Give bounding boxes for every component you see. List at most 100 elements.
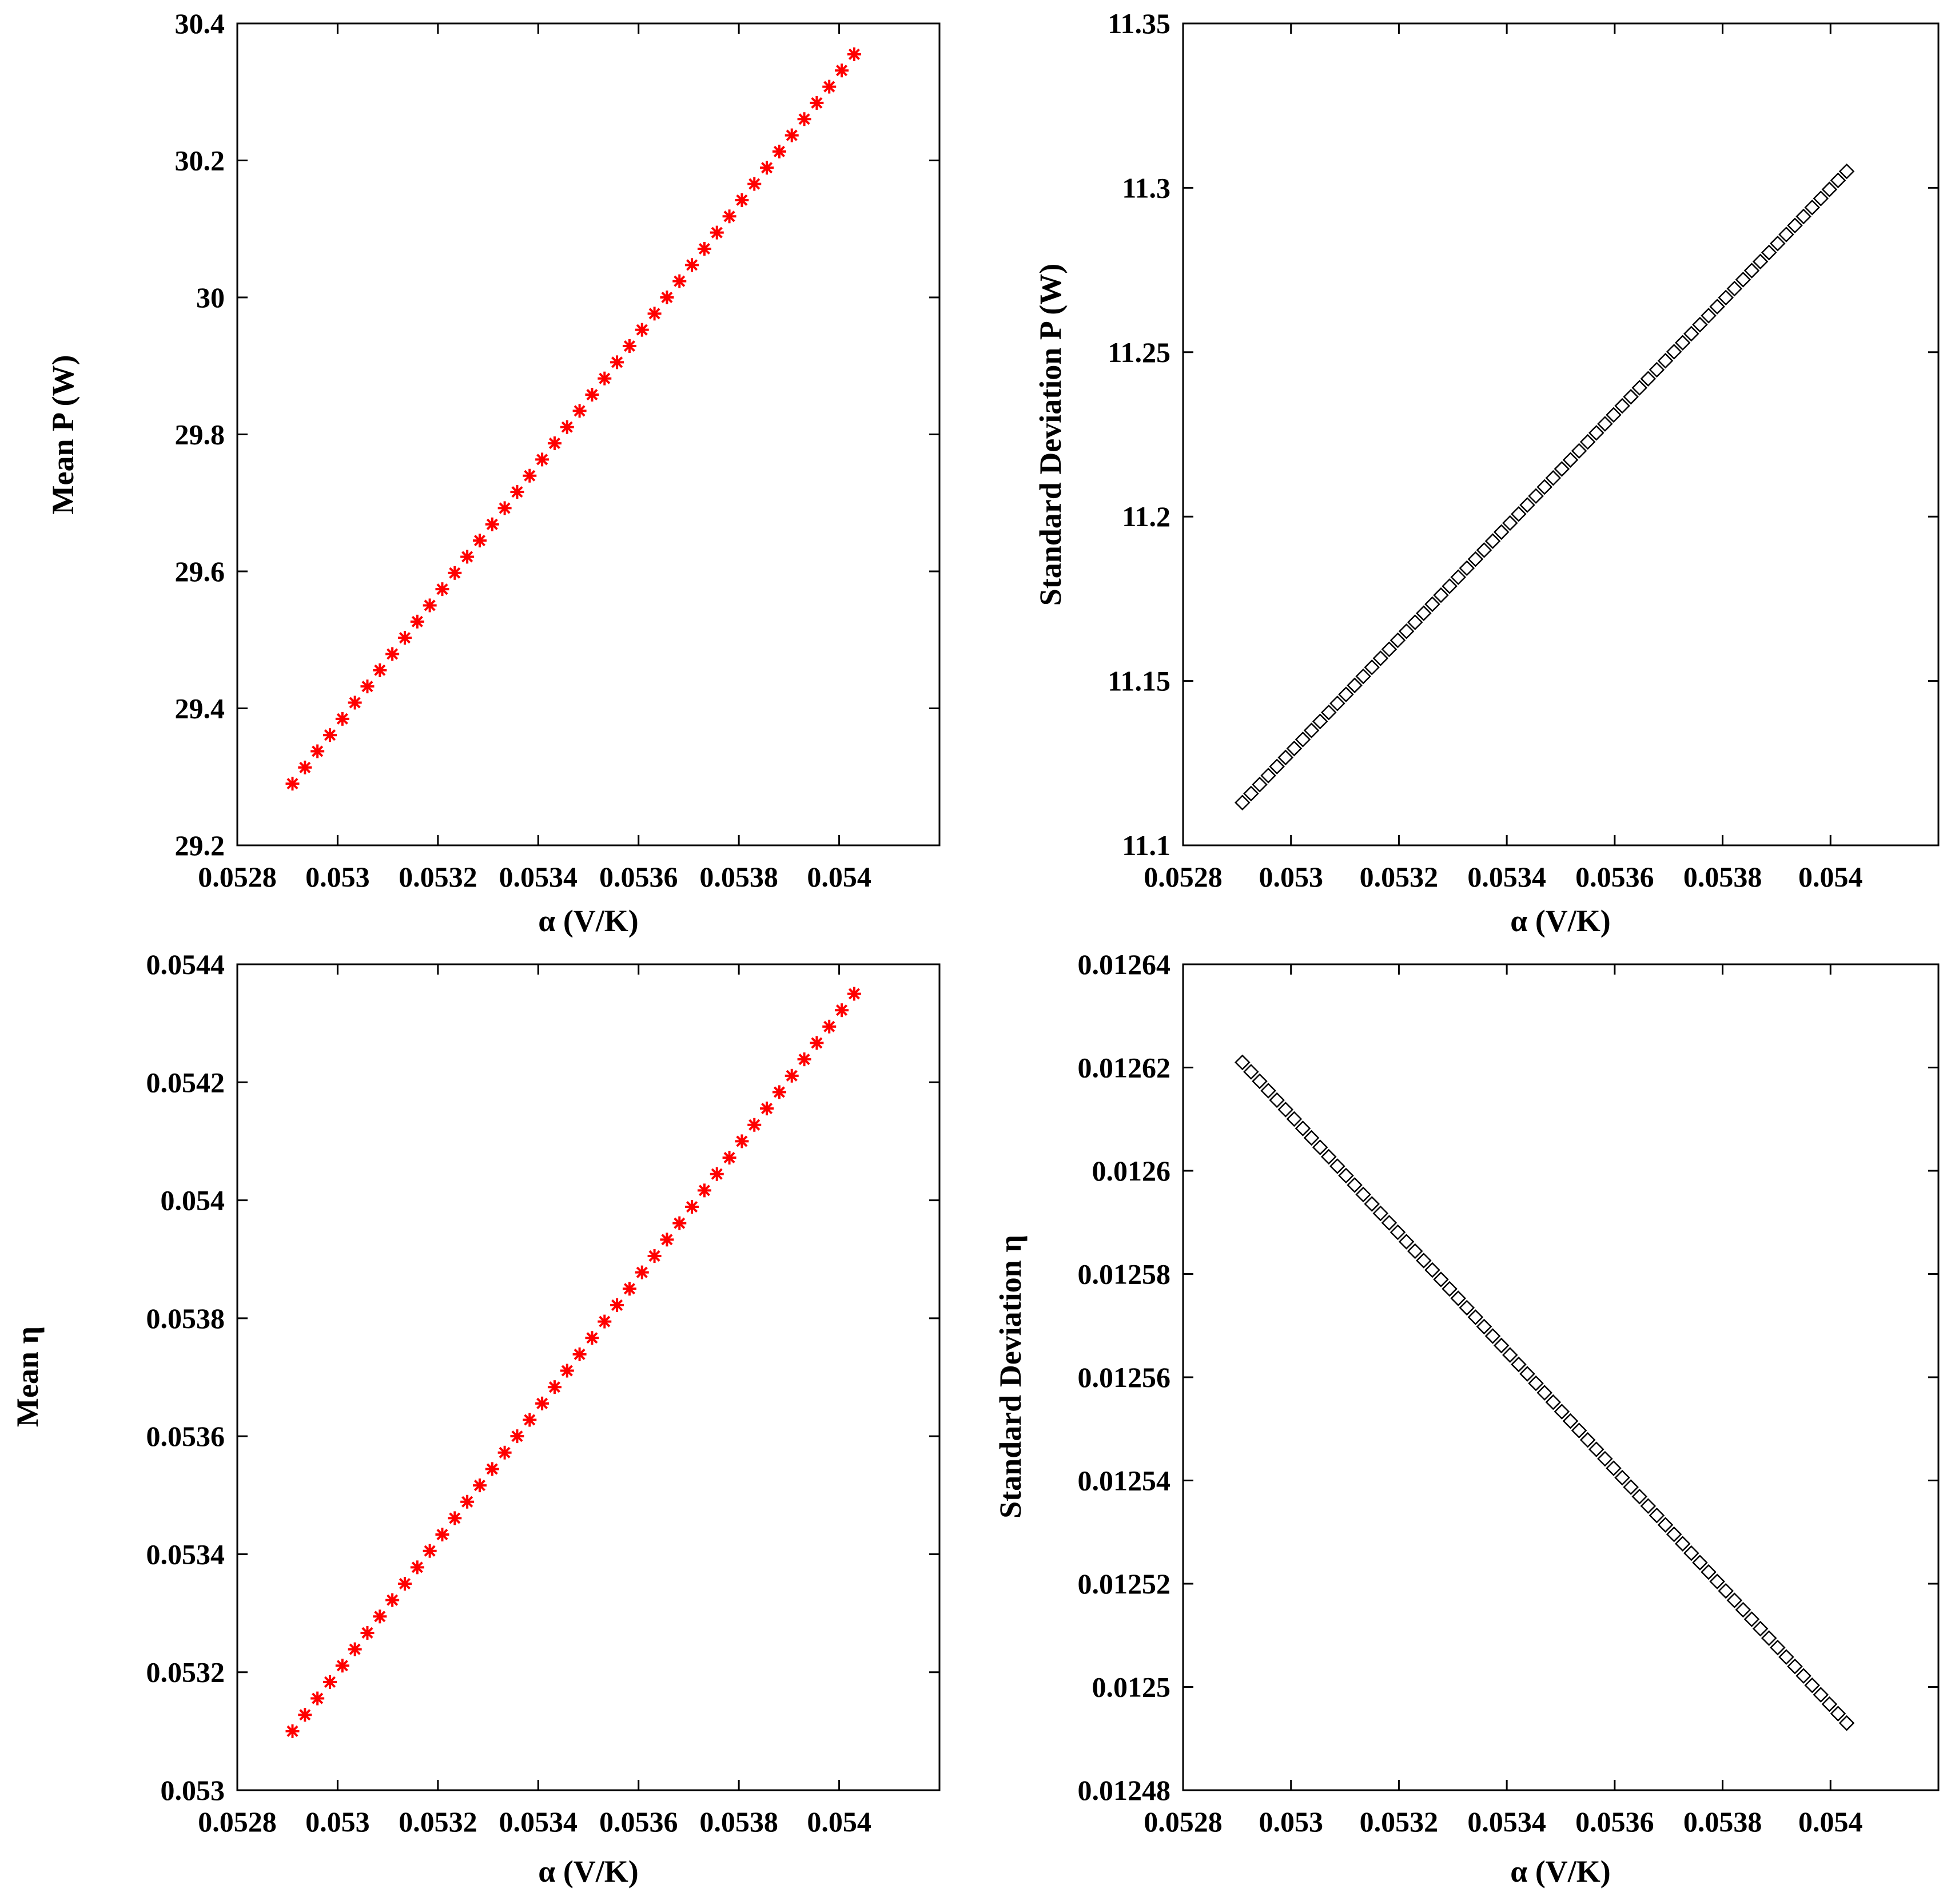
- data-point: [747, 177, 762, 191]
- data-point: [523, 1413, 537, 1427]
- data-point: [1320, 704, 1337, 721]
- x-tick-label: 0.0532: [1360, 1806, 1439, 1838]
- data-point: [348, 1642, 362, 1656]
- data-point: [298, 760, 312, 774]
- data-point: [1554, 461, 1570, 477]
- data-point: [1735, 1601, 1751, 1618]
- data-point: [1269, 1092, 1285, 1108]
- x-axis-label: α (V/K): [1510, 904, 1611, 938]
- data-point: [1631, 380, 1648, 396]
- x-axis-label: α (V/K): [538, 1854, 639, 1889]
- data-point: [772, 144, 786, 158]
- y-tick-label: 0.0125: [1092, 1671, 1171, 1703]
- data-point: [360, 679, 375, 694]
- subplot-2: 0.0528 0.053 0.0532 0.0534 0.0536 0.0538 0.054…: [1033, 7, 1940, 938]
- data-point: [1398, 623, 1415, 639]
- y-tick-label: 29.8: [175, 419, 225, 451]
- data-point: [1787, 217, 1803, 234]
- data-point: [322, 1675, 337, 1689]
- data-point: [1303, 722, 1320, 738]
- data-point: [1312, 713, 1328, 730]
- data-point: [1260, 1083, 1276, 1099]
- data-point: [722, 209, 736, 224]
- data-point: [435, 582, 449, 597]
- data-point: [1838, 163, 1855, 180]
- data-point: [635, 1265, 649, 1279]
- data-point: [1433, 587, 1449, 603]
- data-point: [1795, 208, 1811, 225]
- data-point: [1623, 389, 1639, 405]
- data-point: [1459, 560, 1475, 577]
- data-point: [1235, 1054, 1251, 1071]
- data-point: [1795, 1668, 1811, 1684]
- data-point: [1562, 452, 1579, 468]
- data-point: [472, 1478, 487, 1493]
- data-point: [497, 1445, 512, 1460]
- x-tick-label: 0.0532: [399, 861, 477, 893]
- y-tick-label: 0.01252: [1078, 1568, 1171, 1600]
- y-tick-label: 0.054: [161, 1184, 225, 1217]
- data-point: [760, 1102, 774, 1116]
- data-point: [1424, 1262, 1440, 1278]
- data-point: [1372, 650, 1389, 666]
- x-tick-label: 0.0538: [1683, 1806, 1762, 1838]
- data-point: [735, 193, 749, 207]
- data-point: [1718, 1583, 1734, 1599]
- data-point: [1484, 533, 1501, 549]
- data-point: [1761, 244, 1777, 261]
- x-tick-label: 0.0538: [1683, 861, 1762, 893]
- data-point: [1692, 1555, 1708, 1571]
- data-point: [572, 1347, 587, 1361]
- data-point: [1303, 1130, 1320, 1146]
- x-tick-label: 0.053: [1259, 861, 1323, 893]
- data-point: [1407, 614, 1423, 630]
- y-tick-label: 11.3: [1122, 172, 1170, 204]
- data-point: [485, 517, 499, 531]
- data-point: [585, 388, 599, 402]
- data-point: [1778, 226, 1794, 243]
- data-point: [710, 225, 724, 240]
- data-point: [835, 63, 849, 78]
- data-point: [535, 1396, 550, 1410]
- data-point: [672, 1216, 687, 1230]
- data-point: [1787, 1658, 1803, 1675]
- data-point: [1649, 1507, 1665, 1524]
- data-point: [660, 291, 674, 304]
- x-tick-label: 0.0536: [1575, 861, 1654, 893]
- data-point: [1372, 1205, 1389, 1222]
- data-point: [1519, 1366, 1535, 1382]
- data-point: [1338, 686, 1354, 702]
- data-point: [1381, 1215, 1397, 1231]
- data-point: [747, 1118, 762, 1132]
- data-point: [1813, 190, 1829, 206]
- data-point: [472, 534, 487, 548]
- data-point: [1493, 524, 1510, 540]
- data-point: [285, 1724, 300, 1738]
- data-point: [1804, 199, 1820, 216]
- y-tick-label: 0.01254: [1078, 1465, 1171, 1497]
- subplot-3: 0.0528 0.053 0.0532 0.0534 0.0536 0.0538 0.054…: [10, 948, 941, 1889]
- data-point: [435, 1528, 449, 1542]
- y-tick-label: 29.2: [175, 829, 225, 861]
- data-point: [1389, 632, 1406, 649]
- data-point: [560, 1364, 574, 1378]
- data-point: [1683, 325, 1699, 342]
- data-point: [1571, 443, 1587, 459]
- y-tick-label: 0.053: [161, 1774, 225, 1806]
- data-point: [647, 1249, 662, 1263]
- data-point: [1252, 776, 1268, 793]
- data-point: [1347, 677, 1363, 694]
- data-point: [1364, 1196, 1380, 1212]
- x-tick-label: 0.0528: [1144, 1806, 1223, 1838]
- axes-box: [1182, 963, 1940, 1791]
- data-point: [460, 550, 475, 564]
- y-axis-label: Mean P (W): [46, 355, 80, 515]
- data-point: [722, 1151, 736, 1165]
- data-point: [772, 1085, 786, 1099]
- data-point: [410, 1560, 424, 1575]
- data-point: [1813, 1687, 1829, 1703]
- data-point: [1657, 352, 1674, 369]
- data-point: [1623, 1479, 1639, 1495]
- data-point: [685, 258, 699, 272]
